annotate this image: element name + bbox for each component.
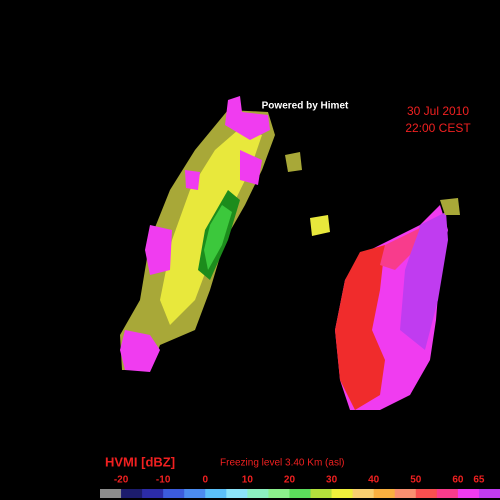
colorbar-swatch bbox=[478, 489, 500, 498]
echo-west bbox=[120, 96, 302, 372]
colorbar-swatch bbox=[436, 489, 459, 498]
colorbar-tick-label: -10 bbox=[156, 475, 171, 486]
colorbar-swatch bbox=[373, 489, 396, 498]
colorbar-tick-label: 60 bbox=[452, 475, 464, 486]
colorbar-swatch bbox=[205, 489, 227, 498]
colorbar-tick-label: -20 bbox=[114, 475, 129, 486]
colorbar-swatch bbox=[394, 489, 417, 498]
colorbar-swatch bbox=[457, 489, 480, 498]
colorbar-swatch bbox=[226, 489, 248, 498]
date: 30 Jul 2010 bbox=[407, 104, 469, 118]
colorbar-swatch bbox=[142, 489, 164, 498]
colorbar-swatch bbox=[289, 489, 312, 498]
colorbar-swatch bbox=[310, 489, 333, 498]
colorbar-swatch bbox=[247, 489, 269, 498]
colorbar-tick-label: 50 bbox=[410, 475, 422, 486]
colorbar-swatch bbox=[415, 489, 438, 498]
colorbar-swatch bbox=[331, 489, 354, 498]
colorbar-tick-label: 65 bbox=[473, 475, 485, 486]
colorbar-swatch bbox=[184, 489, 206, 498]
colorbar-swatch bbox=[121, 489, 143, 498]
colorbar-tick-label: 10 bbox=[242, 475, 254, 486]
product-label: HVMI [dBZ] bbox=[105, 454, 175, 469]
colorbar-tick-label: 30 bbox=[326, 475, 338, 486]
credit: Powered by Himet bbox=[262, 101, 349, 112]
time: 22:00 CEST bbox=[405, 121, 471, 135]
colorbar-swatch bbox=[163, 489, 185, 498]
colorbar-swatch bbox=[100, 489, 122, 498]
colorbar-swatch bbox=[268, 489, 290, 498]
colorbar-tick-label: 0 bbox=[202, 475, 208, 486]
freezing-level: Freezing level 3.40 Km (asl) bbox=[220, 458, 345, 469]
colorbar-swatch bbox=[352, 489, 375, 498]
colorbar-tick-label: 40 bbox=[368, 475, 380, 486]
colorbar-tick-label: 20 bbox=[284, 475, 296, 486]
echo-east bbox=[310, 198, 460, 410]
